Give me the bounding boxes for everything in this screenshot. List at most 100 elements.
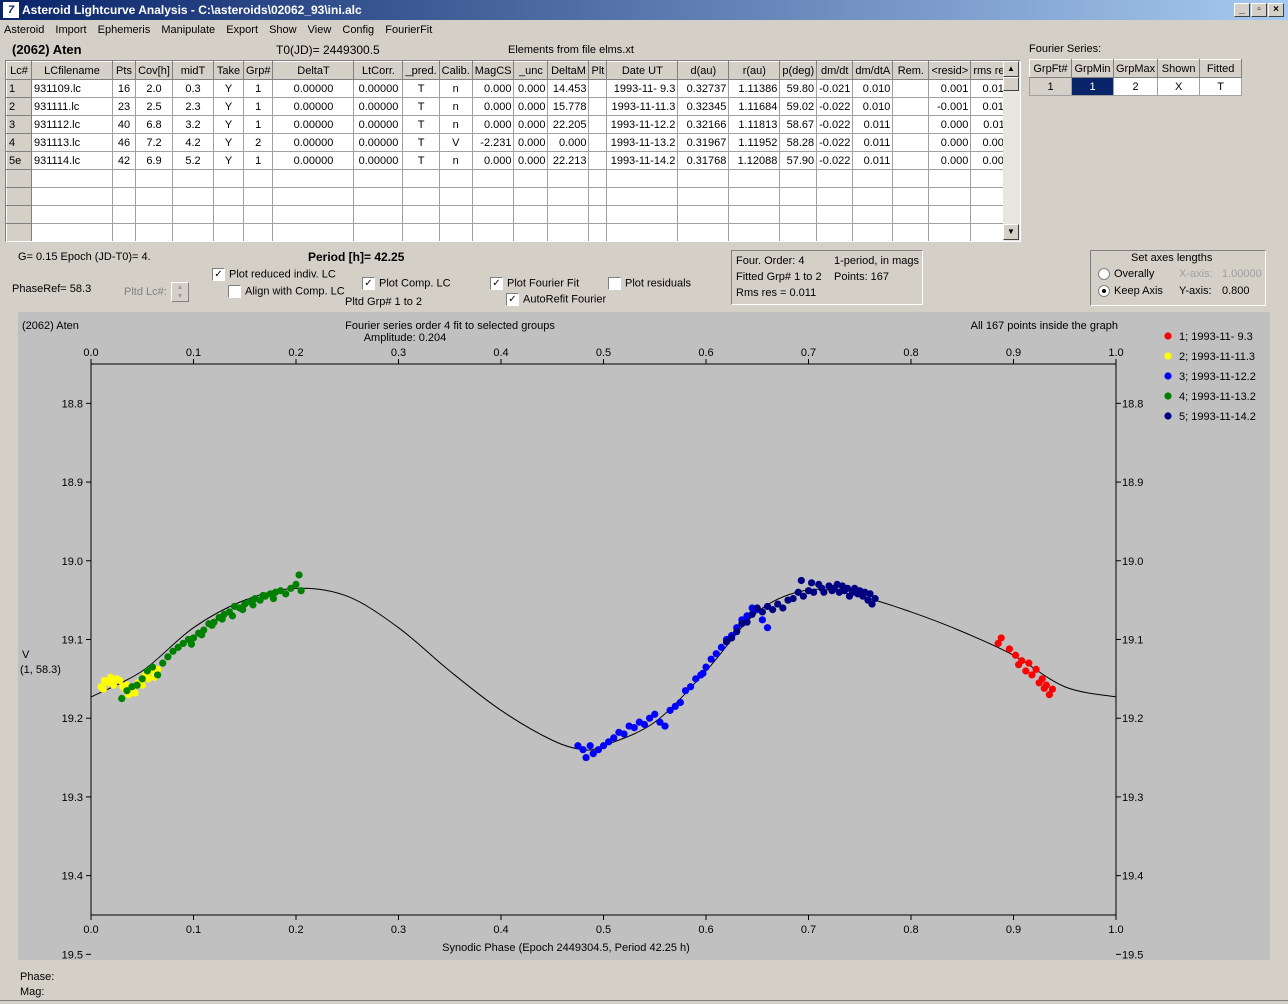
table-cell[interactable]: 46 bbox=[112, 133, 136, 152]
table-cell[interactable] bbox=[928, 169, 972, 188]
table-cell[interactable]: 0.000 bbox=[928, 133, 972, 152]
table-cell[interactable]: 0.00000 bbox=[353, 115, 404, 134]
table-cell[interactable]: 931114.lc bbox=[31, 151, 113, 170]
table-cell[interactable] bbox=[816, 223, 854, 241]
column-header[interactable]: dm/dt bbox=[816, 61, 854, 80]
table-cell[interactable] bbox=[607, 242, 678, 243]
column-header[interactable]: _pred. bbox=[402, 61, 440, 80]
table-cell[interactable] bbox=[135, 187, 173, 206]
table-cell[interactable]: 0.000 bbox=[513, 97, 549, 116]
table-cell[interactable] bbox=[31, 223, 113, 241]
table-cell[interactable] bbox=[893, 242, 929, 243]
table-cell[interactable] bbox=[588, 133, 608, 152]
table-cell[interactable]: 931111.lc bbox=[31, 97, 113, 116]
column-header[interactable]: Take bbox=[213, 61, 244, 80]
table-cell[interactable] bbox=[817, 242, 853, 243]
table-cell[interactable] bbox=[438, 223, 473, 241]
table-row[interactable] bbox=[6, 223, 1013, 241]
table-cell[interactable]: 16 bbox=[112, 79, 136, 98]
table-cell[interactable] bbox=[929, 242, 971, 243]
row-header[interactable]: 3 bbox=[6, 115, 32, 134]
table-cell[interactable] bbox=[588, 79, 608, 98]
y-axis-value[interactable]: 0.800 bbox=[1222, 285, 1250, 297]
table-cell[interactable] bbox=[589, 242, 607, 243]
table-cell[interactable] bbox=[242, 223, 274, 241]
table-cell[interactable] bbox=[928, 223, 972, 241]
table-cell[interactable]: T bbox=[402, 115, 440, 134]
table-cell[interactable]: 0.00000 bbox=[272, 97, 355, 116]
table-cell[interactable]: 0.010 bbox=[852, 97, 894, 116]
table-cell[interactable]: 1.11684 bbox=[728, 97, 781, 116]
lightcurve-chart[interactable]: 0.0 0.0 0.1 0.1 0.2 0.2 0.3 0.3 0.4 0.4 0.5 0.5 0.6 0… bbox=[18, 312, 1270, 960]
plot-fourier-checkbox[interactable]: ✓ Plot Fourier Fit bbox=[490, 277, 579, 290]
table-cell[interactable] bbox=[402, 187, 440, 206]
table-cell[interactable] bbox=[402, 223, 440, 241]
table-cell[interactable]: Y bbox=[213, 151, 244, 170]
column-header[interactable]: Lc# bbox=[6, 61, 32, 80]
menu-fourierfit[interactable]: FourierFit bbox=[385, 24, 433, 36]
table-cell[interactable] bbox=[728, 223, 781, 241]
table-cell[interactable] bbox=[606, 205, 679, 224]
table-cell[interactable]: T bbox=[402, 97, 440, 116]
table-cell[interactable]: n bbox=[438, 97, 473, 116]
menu-config[interactable]: Config bbox=[342, 24, 375, 36]
table-cell[interactable] bbox=[513, 223, 549, 241]
table-cell[interactable] bbox=[113, 242, 136, 243]
table-cell[interactable] bbox=[678, 242, 729, 243]
table-cell[interactable] bbox=[135, 223, 173, 241]
table-cell[interactable] bbox=[31, 205, 113, 224]
table-cell[interactable]: 1993-11-11.3 bbox=[606, 97, 679, 116]
table-cell[interactable] bbox=[971, 242, 1013, 243]
lc-table-scrollbar[interactable]: ▲ ▼ bbox=[1003, 61, 1020, 241]
table-cell[interactable] bbox=[213, 187, 244, 206]
align-comp-checkbox[interactable]: Align with Comp. LC bbox=[228, 285, 345, 298]
row-header[interactable] bbox=[6, 187, 32, 206]
table-cell[interactable] bbox=[816, 205, 854, 224]
table-cell[interactable] bbox=[213, 205, 244, 224]
plot-comp-checkbox[interactable]: ✓ Plot Comp. LC bbox=[362, 277, 451, 290]
fourier-cell[interactable]: 1 bbox=[1029, 77, 1072, 96]
table-cell[interactable]: 0.000 bbox=[513, 133, 549, 152]
fourier-cell-selected[interactable]: 1 bbox=[1071, 77, 1114, 96]
column-header[interactable]: MagCS bbox=[471, 61, 515, 80]
table-cell[interactable]: -0.021 bbox=[816, 79, 854, 98]
table-cell[interactable]: 3.2 bbox=[172, 115, 214, 134]
column-header[interactable]: <resid> bbox=[928, 61, 972, 80]
minimize-button[interactable]: _ bbox=[1234, 3, 1250, 17]
table-cell[interactable]: 931112.lc bbox=[31, 115, 113, 134]
menu-manipulate[interactable]: Manipulate bbox=[161, 24, 216, 36]
row-header[interactable] bbox=[6, 223, 32, 241]
table-cell[interactable] bbox=[136, 242, 173, 243]
table-cell[interactable] bbox=[135, 169, 173, 188]
table-cell[interactable]: 0.00000 bbox=[272, 79, 355, 98]
column-header[interactable]: Cov[h] bbox=[135, 61, 173, 80]
table-cell[interactable]: 59.02 bbox=[779, 97, 818, 116]
table-cell[interactable]: 1 bbox=[242, 79, 274, 98]
table-cell[interactable]: 23 bbox=[112, 97, 136, 116]
fourier-col-header[interactable]: GrpMin bbox=[1071, 59, 1114, 78]
fourier-cell[interactable]: 2 bbox=[1112, 77, 1159, 96]
table-cell[interactable]: 1993-11-14.2 bbox=[606, 151, 679, 170]
table-cell[interactable]: 0.000 bbox=[547, 133, 590, 152]
table-cell[interactable]: 42 bbox=[112, 151, 136, 170]
table-cell[interactable] bbox=[677, 169, 730, 188]
table-cell[interactable]: 0.010 bbox=[852, 79, 894, 98]
table-cell[interactable]: 0.001 bbox=[928, 79, 972, 98]
table-cell[interactable]: 931109.lc bbox=[31, 79, 113, 98]
table-cell[interactable] bbox=[213, 223, 244, 241]
table-row[interactable] bbox=[6, 187, 1013, 206]
table-cell[interactable]: 58.28 bbox=[779, 133, 818, 152]
column-header[interactable]: DeltaT bbox=[272, 61, 355, 80]
table-cell[interactable] bbox=[439, 242, 472, 243]
close-button[interactable]: × bbox=[1268, 3, 1284, 17]
table-cell[interactable]: 5.2 bbox=[172, 151, 214, 170]
table-cell[interactable]: 1 bbox=[242, 115, 274, 134]
table-cell[interactable]: 0.011 bbox=[852, 151, 894, 170]
column-header[interactable]: Grp# bbox=[242, 61, 274, 80]
table-row[interactable] bbox=[7, 242, 1013, 243]
table-cell[interactable]: 0.32345 bbox=[677, 97, 730, 116]
